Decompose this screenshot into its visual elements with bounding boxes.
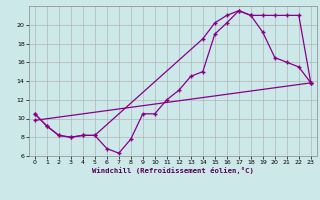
X-axis label: Windchill (Refroidissement éolien,°C): Windchill (Refroidissement éolien,°C) xyxy=(92,167,254,174)
